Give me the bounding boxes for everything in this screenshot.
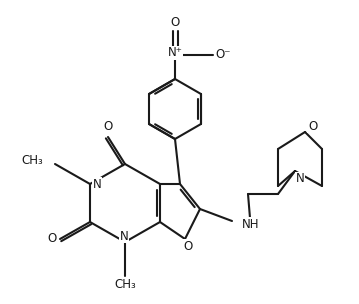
Text: O⁻: O⁻ (215, 49, 231, 61)
Text: O: O (171, 16, 180, 29)
Text: N⁺: N⁺ (168, 47, 182, 60)
Text: N: N (120, 230, 129, 243)
Text: CH₃: CH₃ (114, 278, 136, 291)
Text: CH₃: CH₃ (21, 154, 43, 167)
Text: O: O (103, 120, 113, 133)
Text: O: O (308, 119, 318, 133)
Text: O: O (183, 240, 193, 253)
Text: N: N (295, 172, 304, 185)
Text: O: O (47, 233, 57, 246)
Text: N: N (93, 178, 101, 191)
Text: NH: NH (242, 217, 260, 230)
